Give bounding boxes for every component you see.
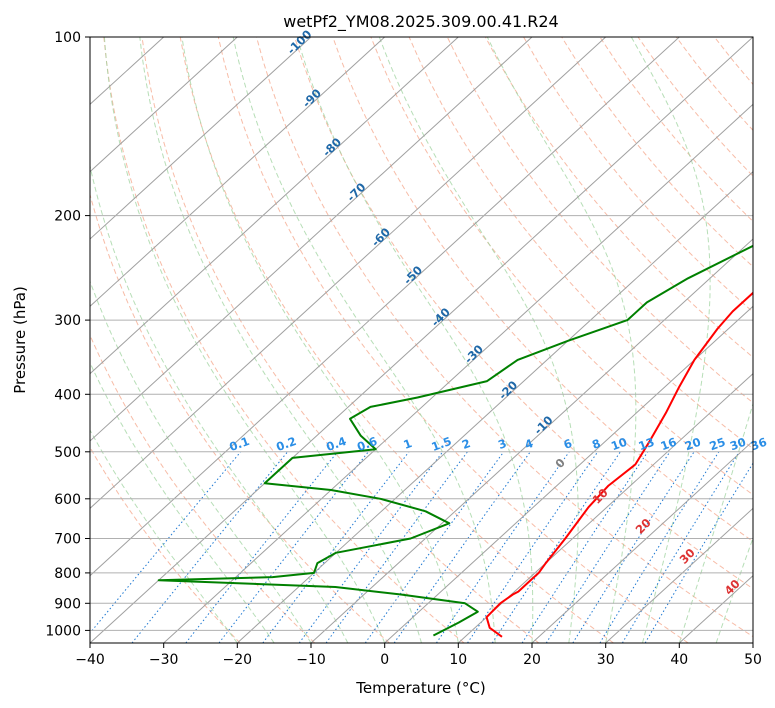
mixing-ratio-line bbox=[545, 451, 671, 643]
isotherm-line bbox=[90, 37, 312, 240]
mixing-ratio-label: 25 bbox=[708, 435, 728, 454]
isotherm-line bbox=[90, 37, 533, 442]
mixing-ratio-line bbox=[435, 451, 570, 643]
mixing-ratio-label: 0.6 bbox=[355, 434, 379, 454]
isotherm-line bbox=[752, 642, 753, 643]
x-tick-label: 40 bbox=[670, 652, 688, 668]
isotherm-line bbox=[457, 372, 753, 643]
mixing-ratio-line bbox=[185, 451, 338, 643]
moist-adiabat bbox=[232, 37, 496, 643]
dry-adiabat bbox=[103, 37, 465, 643]
temperature-profile-line bbox=[485, 291, 753, 638]
x-tick-label: −20 bbox=[223, 652, 253, 668]
moist-adiabat bbox=[296, 37, 534, 643]
dry-adiabat bbox=[752, 37, 753, 39]
chart-title: wetPf2_YM08.2025.309.00.41.R24 bbox=[283, 12, 558, 32]
mixing-ratio-line bbox=[325, 451, 468, 643]
mixing-ratio-label: 20 bbox=[683, 435, 703, 454]
mixing-ratio-label: 10 bbox=[609, 435, 629, 454]
mixing-ratio-label: 0.4 bbox=[324, 434, 348, 454]
mixing-ratio-line bbox=[491, 451, 621, 643]
y-tick-label: 400 bbox=[54, 387, 81, 403]
isotherm-line bbox=[90, 37, 238, 173]
mixing-ratio-line bbox=[621, 451, 740, 643]
x-tick-label: −10 bbox=[296, 652, 326, 668]
dry-adiabat bbox=[90, 446, 241, 643]
profile-lines bbox=[157, 244, 753, 638]
isotherm-line bbox=[90, 37, 386, 308]
mixing-ratio-line bbox=[467, 451, 599, 643]
moist-adiabat bbox=[90, 361, 275, 643]
y-tick-label: 100 bbox=[54, 30, 81, 46]
plot-frame bbox=[89, 36, 754, 644]
y-tick-label: 800 bbox=[54, 566, 81, 582]
y-tick-label: 500 bbox=[54, 445, 81, 461]
moist-adiabat bbox=[90, 163, 349, 643]
mixing-ratio-line bbox=[572, 451, 695, 643]
mixing-ratio-line bbox=[298, 451, 444, 643]
x-tick-label: 10 bbox=[449, 652, 467, 668]
mixing-ratio-line bbox=[521, 451, 649, 643]
mixing-ratio-label: 0.1 bbox=[227, 434, 251, 454]
y-tick-label: 300 bbox=[54, 313, 81, 329]
x-tick-label: −30 bbox=[149, 652, 179, 668]
isotherm-line bbox=[605, 507, 753, 643]
mixing-ratio-line bbox=[364, 451, 505, 643]
y-tick-label: 1000 bbox=[45, 623, 81, 639]
moist-adiabat bbox=[139, 37, 422, 643]
isotherm-line bbox=[163, 103, 753, 643]
moist-adiabat bbox=[715, 536, 753, 643]
x-tick-label: 30 bbox=[597, 652, 615, 668]
y-tick-label: 700 bbox=[54, 532, 81, 548]
dry-adiabat bbox=[90, 334, 316, 643]
mixing-ratio-label: 36 bbox=[749, 435, 769, 454]
isotherm-line bbox=[90, 37, 753, 643]
dewpoint-profile-line bbox=[157, 244, 753, 637]
x-tick-label: −40 bbox=[75, 652, 105, 668]
mixing-ratio-line bbox=[644, 462, 753, 643]
mixing-ratio-line bbox=[90, 451, 242, 634]
moist-adiabat bbox=[678, 401, 753, 643]
isotherm-line bbox=[90, 37, 680, 577]
x-tick-label: 20 bbox=[523, 652, 541, 668]
moist-adiabat bbox=[486, 37, 637, 643]
x-tick-label: 0 bbox=[380, 652, 389, 668]
mixing-ratio-label: 0.2 bbox=[274, 434, 298, 454]
mixing-ratio-label: 13 bbox=[637, 435, 657, 454]
dry-adiabat bbox=[179, 37, 614, 643]
mixing-ratio-label: 30 bbox=[728, 435, 748, 454]
moist-adiabat bbox=[90, 429, 238, 643]
y-axis-label: Pressure (hPa) bbox=[11, 286, 29, 394]
background-lines bbox=[90, 37, 753, 643]
dry-adiabat bbox=[294, 37, 753, 590]
mixing-ratio-label: 1.5 bbox=[429, 434, 453, 454]
dry-adiabat bbox=[523, 37, 753, 313]
isotherm-line bbox=[90, 37, 459, 375]
y-tick-label: 900 bbox=[54, 596, 81, 612]
isotherm-line bbox=[531, 440, 753, 643]
dry-adiabat bbox=[141, 37, 540, 643]
dry-adiabat bbox=[370, 37, 753, 496]
dry-adiabat bbox=[446, 37, 753, 404]
y-tick-label: 600 bbox=[54, 492, 81, 508]
dry-adiabat bbox=[217, 37, 689, 643]
mixing-ratio-line bbox=[131, 451, 288, 643]
isotherm-line bbox=[384, 305, 753, 643]
mixing-ratio-line bbox=[262, 451, 410, 643]
y-tick-label: 200 bbox=[54, 209, 81, 225]
isotherm-line bbox=[310, 238, 753, 643]
x-axis-label: Temperature (°C) bbox=[355, 679, 485, 697]
x-tick-label: 50 bbox=[744, 652, 762, 668]
moist-adiabat bbox=[630, 37, 711, 643]
moist-adiabat bbox=[378, 37, 579, 643]
mixing-ratio-label: 16 bbox=[659, 435, 679, 454]
isotherm-line bbox=[90, 37, 607, 510]
